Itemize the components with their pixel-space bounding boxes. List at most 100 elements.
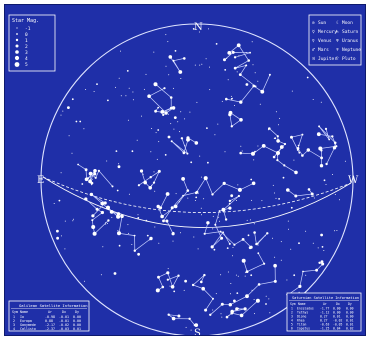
constellation-star <box>279 145 284 149</box>
star <box>274 137 277 140</box>
constellation-star <box>154 109 158 113</box>
star <box>332 174 333 175</box>
constellation-star <box>233 56 237 59</box>
constellation-figure <box>243 253 265 273</box>
star <box>237 184 239 186</box>
saturnian-title: Saturnian Satellite Information <box>292 296 359 300</box>
star <box>254 72 256 74</box>
star <box>56 229 59 233</box>
star <box>228 202 231 205</box>
galilean-cell: -0.03 <box>59 327 69 331</box>
star <box>118 163 120 165</box>
star <box>172 240 174 242</box>
star <box>232 255 233 257</box>
star <box>194 200 196 201</box>
star <box>286 279 288 281</box>
star <box>246 219 248 221</box>
constellation-star <box>218 210 221 212</box>
star <box>167 135 171 139</box>
constellation-star <box>227 51 232 55</box>
star <box>180 232 181 234</box>
constellation-star <box>178 70 183 74</box>
star <box>280 241 282 243</box>
star <box>56 236 59 240</box>
saturnian-cell: 0.27 <box>320 319 328 323</box>
constellation-star <box>231 50 235 54</box>
star <box>93 91 95 92</box>
constellation-star <box>84 168 88 172</box>
star <box>228 315 230 316</box>
star <box>132 91 134 93</box>
constellation-star <box>163 87 166 90</box>
constellation-star <box>116 214 121 219</box>
star <box>107 222 108 224</box>
star <box>323 179 326 182</box>
star <box>261 200 263 202</box>
saturnian-cell: -0.63 <box>320 323 329 327</box>
star <box>137 214 139 216</box>
constellation-star <box>156 204 160 209</box>
star <box>167 113 169 115</box>
constellation-star <box>106 205 110 210</box>
star <box>234 105 235 106</box>
star <box>170 123 172 125</box>
constellation-star <box>193 324 196 327</box>
constellation-star <box>260 89 265 94</box>
star <box>245 272 246 274</box>
constellation-star <box>220 302 224 306</box>
constellation-star <box>221 207 226 212</box>
star <box>247 234 250 237</box>
constellation-star <box>268 127 271 130</box>
star <box>280 259 282 261</box>
star-mag-entry: 4 <box>25 56 28 62</box>
constellation-star <box>276 139 280 143</box>
star <box>177 121 179 123</box>
constellation-star <box>109 210 114 214</box>
saturnian-cell: 0.01 <box>333 315 341 319</box>
star <box>64 220 66 222</box>
saturnian-cell: 0.27 <box>320 315 328 319</box>
star <box>293 159 295 161</box>
constellation-star <box>255 298 260 303</box>
star <box>230 95 232 97</box>
galilean-cell: 0.01 <box>73 327 81 331</box>
star <box>245 52 247 53</box>
constellation-star <box>298 284 302 288</box>
constellation-star <box>111 185 114 188</box>
star <box>207 161 209 164</box>
constellation-star <box>224 218 228 221</box>
horizon-circle <box>40 23 354 335</box>
constellation-star <box>170 285 175 289</box>
constellation-star <box>160 110 165 114</box>
constellation-star <box>247 59 250 62</box>
star <box>157 129 160 131</box>
star <box>118 244 121 247</box>
constellation-star <box>212 297 214 300</box>
constellation-star <box>324 127 328 130</box>
star <box>312 99 314 100</box>
galilean-cell: 1 <box>13 315 15 319</box>
star <box>224 69 227 71</box>
constellation-star <box>257 283 261 286</box>
constellation-star <box>139 169 144 173</box>
star <box>320 260 324 263</box>
constellation-figure <box>269 128 286 158</box>
constellation-star <box>203 232 206 235</box>
star <box>194 64 196 66</box>
galilean-cell: 3 <box>13 323 15 327</box>
constellation-star <box>157 275 160 279</box>
planet-label-mercury: Mercury <box>318 29 337 35</box>
constellation-star <box>100 201 104 206</box>
star <box>173 128 175 130</box>
star <box>274 192 275 194</box>
saturnian-cell: 2 <box>291 311 293 315</box>
constellation-star <box>263 262 266 265</box>
star <box>107 99 109 102</box>
constellation-star <box>319 164 324 168</box>
galilean-cell: Io <box>20 315 24 319</box>
saturnian-cell: 0.00 <box>333 307 341 311</box>
star <box>305 230 307 232</box>
star <box>117 165 121 169</box>
constellation-star <box>153 82 158 87</box>
saturnian-header: Dy <box>348 302 352 306</box>
